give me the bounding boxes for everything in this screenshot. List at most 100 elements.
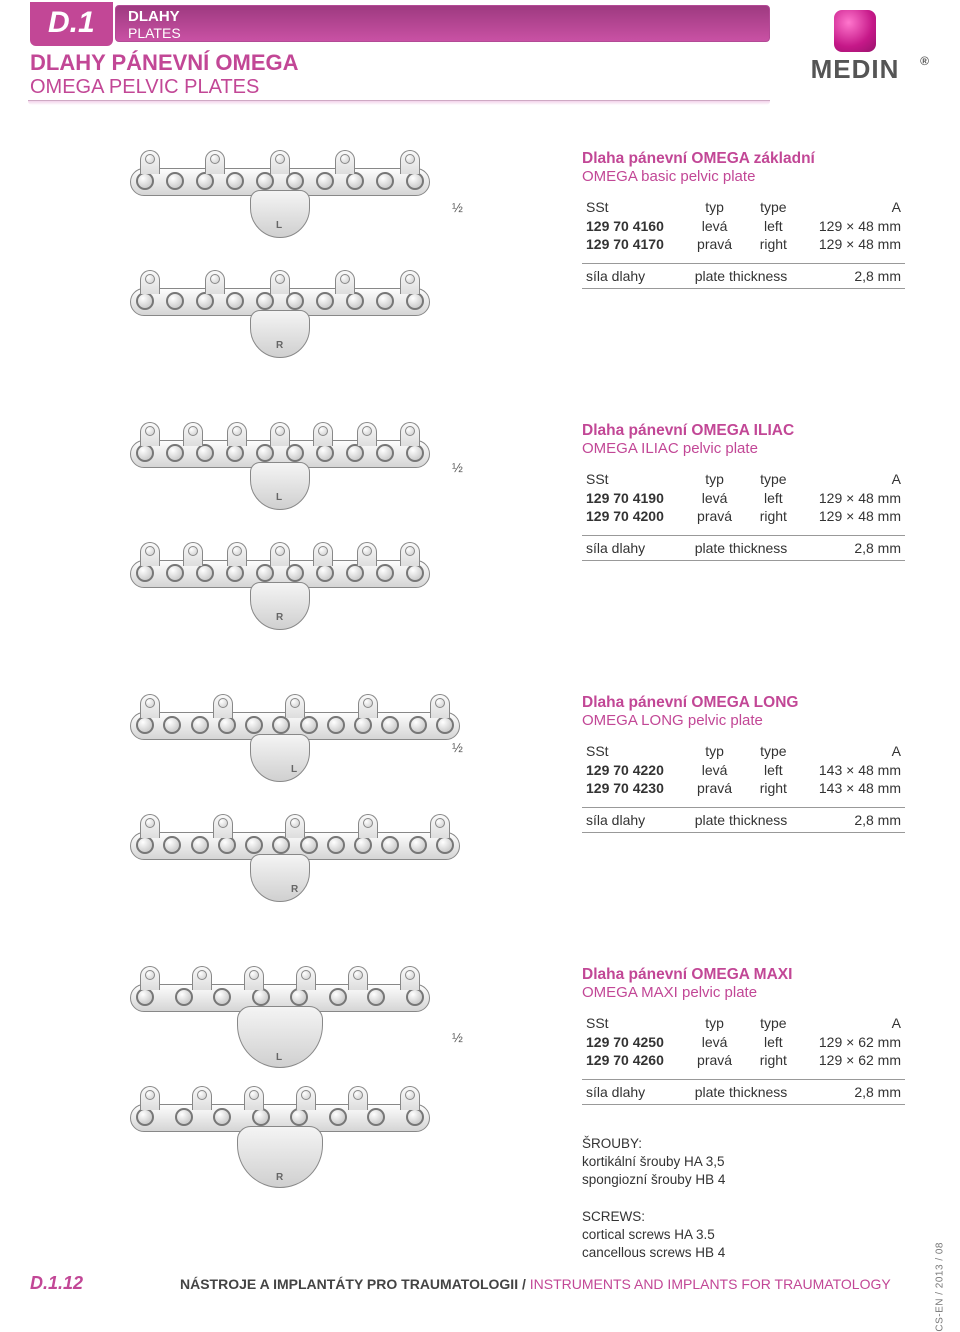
col-typ: typ bbox=[682, 469, 747, 489]
col-sst: SSt bbox=[582, 1013, 682, 1033]
logo-text: MEDIN® bbox=[790, 54, 920, 85]
page-title-cz: DLAHY PÁNEVNÍ OMEGA bbox=[30, 50, 299, 76]
page-header: D.1 DLAHY PLATES DLAHY PÁNEVNÍ OMEGA OME… bbox=[0, 0, 960, 100]
plate-image-left: L bbox=[130, 966, 430, 1046]
plate-illustration: L bbox=[130, 694, 460, 774]
cell-typ: pravá bbox=[682, 507, 747, 525]
col-type: type bbox=[747, 1013, 800, 1033]
category-bar: DLAHY PLATES bbox=[115, 5, 770, 42]
cell-typ: levá bbox=[682, 217, 747, 235]
thickness-row: síla dlahyplate thickness2,8 mm bbox=[582, 1079, 905, 1104]
spec-table: SSttyptypeA129 70 4190leváleft129 × 48 m… bbox=[582, 469, 905, 561]
spec-table: SSttyptypeA129 70 4160leváleft129 × 48 m… bbox=[582, 197, 905, 289]
plate-image-left: L bbox=[130, 422, 430, 502]
logo-word-text: MEDIN bbox=[811, 54, 900, 84]
thickness-row: síla dlahyplate thickness2,8 mm bbox=[582, 535, 905, 560]
thickness-value: 2,8 mm bbox=[800, 1079, 905, 1104]
content-area: LRDlaha pánevní OMEGA základníOMEGA basi… bbox=[0, 120, 960, 1242]
col-sst: SSt bbox=[582, 741, 682, 761]
plate-illustration: R bbox=[130, 1086, 430, 1166]
spec-table: SSttyptypeA129 70 4250leváleft129 × 62 m… bbox=[582, 1013, 905, 1105]
thickness-label-cz: síla dlahy bbox=[582, 807, 682, 832]
spec-table: SSttyptypeA129 70 4220leváleft143 × 48 m… bbox=[582, 741, 905, 833]
thickness-value: 2,8 mm bbox=[800, 807, 905, 832]
plate-illustration: L bbox=[130, 966, 430, 1046]
cell-sst: 129 70 4220 bbox=[582, 761, 682, 779]
screws-cz-line: kortikální šrouby HA 3,5 bbox=[582, 1153, 905, 1171]
footer-en: INSTRUMENTS AND IMPLANTS FOR TRAUMATOLOG… bbox=[530, 1276, 891, 1292]
plate-illustration: R bbox=[130, 542, 430, 622]
thickness-value: 2,8 mm bbox=[800, 263, 905, 288]
plate-image-right: R bbox=[130, 814, 460, 894]
product-spec: Dlaha pánevní OMEGA MAXIOMEGA MAXI pelvi… bbox=[582, 966, 905, 1105]
table-row: 129 70 4250leváleft129 × 62 mm bbox=[582, 1033, 905, 1051]
product-title-en: OMEGA MAXI pelvic plate bbox=[582, 984, 905, 1001]
product-spec: Dlaha pánevní OMEGA LONGOMEGA LONG pelvi… bbox=[582, 694, 905, 833]
table-row: 129 70 4260praváright129 × 62 mm bbox=[582, 1051, 905, 1069]
half-scale-mark: ½ bbox=[452, 740, 463, 755]
col-sst: SSt bbox=[582, 197, 682, 217]
thickness-label-cz: síla dlahy bbox=[582, 1079, 682, 1104]
plate-illustration: R bbox=[130, 814, 460, 894]
plate-image-left: L bbox=[130, 694, 460, 774]
cell-a: 129 × 62 mm bbox=[800, 1033, 905, 1051]
product-block: LR Dlaha pánevní OMEGA LONGOMEGA LONG pel… bbox=[0, 664, 960, 936]
table-row: 129 70 4220leváleft143 × 48 mm bbox=[582, 761, 905, 779]
half-scale-mark: ½ bbox=[452, 460, 463, 475]
cell-type: right bbox=[747, 507, 800, 525]
plate-image-left: L bbox=[130, 150, 430, 230]
col-a: A bbox=[800, 1013, 905, 1033]
product-title-en: OMEGA LONG pelvic plate bbox=[582, 712, 905, 729]
screws-header-en: SCREWS: bbox=[582, 1208, 905, 1226]
logo-registered: ® bbox=[920, 54, 930, 68]
cell-typ: pravá bbox=[682, 779, 747, 797]
cell-sst: 129 70 4170 bbox=[582, 235, 682, 253]
section-code-tab: D.1 bbox=[30, 2, 113, 46]
cell-sst: 129 70 4250 bbox=[582, 1033, 682, 1051]
category-en: PLATES bbox=[128, 25, 757, 42]
cell-type: right bbox=[747, 779, 800, 797]
cell-typ: pravá bbox=[682, 1051, 747, 1069]
screws-cz-line: spongiozní šrouby HB 4 bbox=[582, 1171, 905, 1189]
product-title-cz: Dlaha pánevní OMEGA ILIAC bbox=[582, 422, 905, 440]
product-title-cz: Dlaha pánevní OMEGA základní bbox=[582, 150, 905, 168]
cell-type: right bbox=[747, 1051, 800, 1069]
cell-a: 129 × 62 mm bbox=[800, 1051, 905, 1069]
thickness-label-cz: síla dlahy bbox=[582, 535, 682, 560]
screws-note: ŠROUBY:kortikální šrouby HA 3,5spongiozn… bbox=[582, 1135, 905, 1263]
thickness-value: 2,8 mm bbox=[800, 535, 905, 560]
table-row: 129 70 4190leváleft129 × 48 mm bbox=[582, 489, 905, 507]
plate-illustration: L bbox=[130, 422, 430, 502]
cell-sst: 129 70 4160 bbox=[582, 217, 682, 235]
product-block: LRDlaha pánevní OMEGA ILIACOMEGA ILIAC p… bbox=[0, 392, 960, 664]
document-code: CS-EN / 2013 / 08 bbox=[935, 1242, 946, 1332]
cell-typ: levá bbox=[682, 489, 747, 507]
cell-typ: levá bbox=[682, 761, 747, 779]
page-title-en: OMEGA PELVIC PLATES bbox=[30, 76, 259, 99]
product-block: LRDlaha pánevní OMEGA základníOMEGA basi… bbox=[0, 120, 960, 392]
cell-sst: 129 70 4230 bbox=[582, 779, 682, 797]
cell-type: right bbox=[747, 235, 800, 253]
table-row: 129 70 4160leváleft129 × 48 mm bbox=[582, 217, 905, 235]
plate-image-right: R bbox=[130, 542, 430, 622]
cell-sst: 129 70 4260 bbox=[582, 1051, 682, 1069]
cell-typ: levá bbox=[682, 1033, 747, 1051]
thickness-row: síla dlahyplate thickness2,8 mm bbox=[582, 807, 905, 832]
product-title-en: OMEGA basic pelvic plate bbox=[582, 168, 905, 185]
half-scale-mark: ½ bbox=[452, 1030, 463, 1045]
page-footer: D.1.12 NÁSTROJE A IMPLANTÁTY PRO TRAUMAT… bbox=[0, 1264, 960, 1294]
cell-type: left bbox=[747, 489, 800, 507]
thickness-row: síla dlahyplate thickness2,8 mm bbox=[582, 263, 905, 288]
screws-en-line: cancellous screws HB 4 bbox=[582, 1244, 905, 1262]
thickness-label-en: plate thickness bbox=[682, 263, 799, 288]
table-row: 129 70 4230praváright143 × 48 mm bbox=[582, 779, 905, 797]
header-underline bbox=[28, 100, 770, 105]
thickness-label-en: plate thickness bbox=[682, 535, 799, 560]
screws-header-cz: ŠROUBY: bbox=[582, 1135, 905, 1153]
cell-type: left bbox=[747, 217, 800, 235]
col-sst: SSt bbox=[582, 469, 682, 489]
footer-cz: NÁSTROJE A IMPLANTÁTY PRO TRAUMATOLOGII bbox=[180, 1276, 518, 1292]
table-row: 129 70 4200praváright129 × 48 mm bbox=[582, 507, 905, 525]
footer-title: NÁSTROJE A IMPLANTÁTY PRO TRAUMATOLOGII … bbox=[180, 1276, 891, 1292]
col-type: type bbox=[747, 469, 800, 489]
